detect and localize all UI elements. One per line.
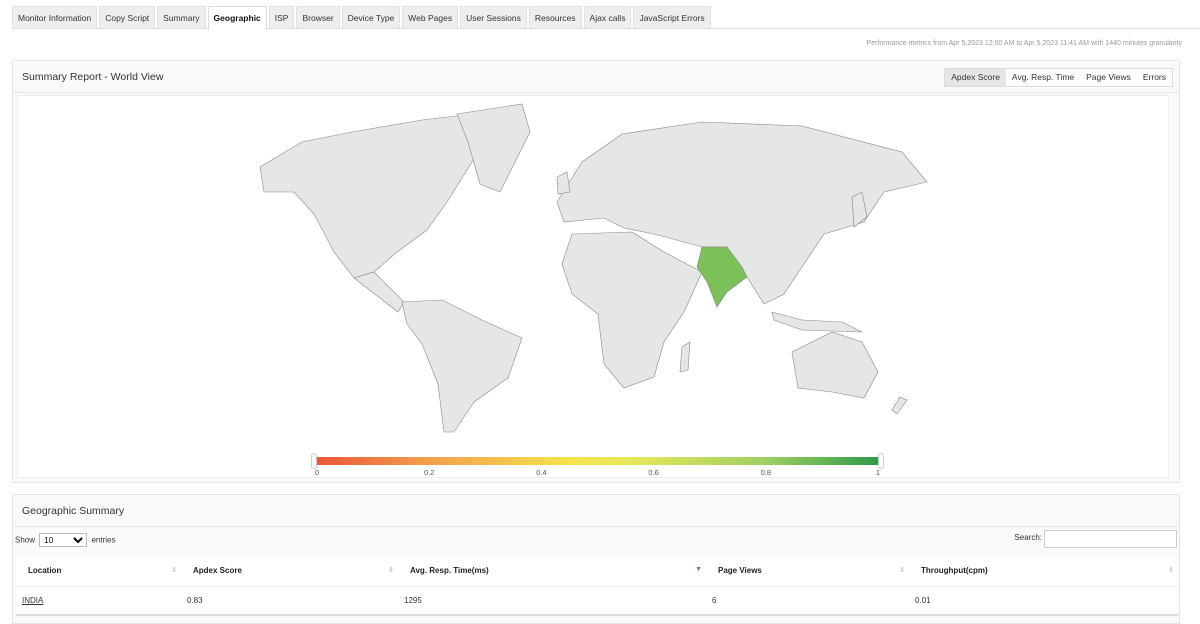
world-view-panel: Summary Report - World View Apdex Score A… [12, 60, 1180, 483]
table-cell: 0.83 [181, 586, 398, 616]
tab-javascript-errors[interactable]: JavaScript Errors [633, 6, 711, 28]
tab-ajax-calls[interactable]: Ajax calls [583, 6, 632, 28]
country-south-america [401, 299, 523, 433]
geographic-table: Location ⇕ Apdex Score ⇕ Avg. Resp. Time(ms)… [16, 556, 1178, 616]
legend-tick: 0.4 [536, 468, 547, 477]
table-cell: 1295 [398, 586, 706, 616]
tab-resources[interactable]: Resources [528, 6, 582, 28]
sort-icon: ⇕ [899, 567, 905, 574]
metric-page-views[interactable]: Page Views [1086, 72, 1131, 82]
legend-tick: 0 [314, 468, 320, 477]
tab-bar: Monitor Information Copy Script Summary Geo… [12, 6, 1200, 30]
column-label: Throughput(cpm) [921, 566, 988, 576]
search-label: Search: [1014, 533, 1042, 542]
country-madagascar [679, 341, 691, 373]
legend-tick: 0.2 [423, 468, 435, 477]
tab-browser[interactable]: Browser [296, 6, 340, 28]
sort-icon: ⇕ [1168, 567, 1174, 574]
performance-range-text: Performance metrics from Apr 5,2023 12:0… [866, 40, 1182, 47]
tab-isp[interactable]: ISP [268, 6, 295, 28]
country-new-zealand [891, 396, 908, 415]
location-link[interactable]: INDIA [22, 595, 44, 605]
table-row: INDIA 0.83 1295 6 0.01 [16, 586, 1178, 616]
tab-user-sessions[interactable]: User Sessions [460, 6, 527, 28]
country-australia [791, 331, 879, 399]
table-cell: 6 [706, 586, 909, 616]
country-indonesia [771, 311, 863, 333]
country-japan [851, 191, 868, 228]
table-cell: INDIA [16, 586, 181, 616]
search-input[interactable] [1044, 530, 1177, 548]
entries-select[interactable]: 10 [39, 533, 88, 547]
country-north-america [259, 113, 503, 279]
column-label: Apdex Score [193, 566, 242, 576]
tab-geographic[interactable]: Geographic [207, 6, 267, 30]
tab-summary[interactable]: Summary [157, 6, 206, 28]
world-map-svg[interactable] [18, 96, 1170, 480]
country-eurasia [556, 121, 928, 305]
legend-tick: 1 [875, 468, 881, 477]
legend-max-handle[interactable] [878, 453, 884, 469]
country-greenland [456, 103, 531, 193]
world-map[interactable]: 0 0.2 0.4 0.6 0.8 1 [17, 95, 1169, 478]
sort-icon: ⇕ [171, 567, 177, 574]
entries-label: entries [91, 535, 116, 545]
country-africa [561, 231, 703, 389]
world-view-title: Summary Report - World View [13, 61, 1179, 93]
column-header[interactable]: Avg. Resp. Time(ms) ▼ [398, 556, 706, 587]
metric-selector: Apdex Score Avg. Resp. Time Page Views Erro… [944, 68, 1173, 87]
column-header[interactable]: Page Views ⇕ [706, 556, 909, 587]
table-cell: 0.01 [909, 586, 1178, 616]
country-uk [556, 171, 571, 195]
metric-apdex-score[interactable]: Apdex Score [945, 69, 1006, 86]
legend-gradient-bar [317, 457, 878, 465]
tab-device-type[interactable]: Device Type [341, 6, 401, 28]
legend-tick: 0.8 [760, 468, 772, 477]
geographic-summary-panel: Geographic Summary Show 10 entries Searc… [12, 494, 1180, 624]
show-label: Show [15, 535, 36, 545]
geographic-summary-title: Geographic Summary [13, 495, 1179, 527]
tab-monitor-information[interactable]: Monitor Information [12, 6, 98, 28]
column-header[interactable]: Location ⇕ [16, 556, 181, 587]
color-legend: 0 0.2 0.4 0.6 0.8 1 [311, 453, 884, 477]
column-label: Page Views [718, 566, 762, 576]
column-header[interactable]: Throughput(cpm) ⇕ [909, 556, 1178, 587]
country-central-america [353, 271, 405, 313]
legend-tick: 0.6 [648, 468, 659, 477]
sort-icon: ⇕ [388, 567, 394, 574]
metric-avg-resp-time[interactable]: Avg. Resp. Time [1011, 72, 1075, 82]
column-header[interactable]: Apdex Score ⇕ [181, 556, 398, 587]
column-label: Avg. Resp. Time(ms) [410, 566, 489, 576]
entries-control: Show 10 entries [15, 533, 116, 547]
column-label: Location [28, 566, 62, 576]
tab-web-pages[interactable]: Web Pages [402, 6, 459, 28]
tab-copy-script[interactable]: Copy Script [99, 6, 156, 28]
legend-min-handle[interactable] [311, 453, 317, 469]
sort-icon: ▼ [695, 566, 702, 573]
metric-errors[interactable]: Errors [1142, 72, 1166, 82]
country-india [696, 246, 748, 308]
